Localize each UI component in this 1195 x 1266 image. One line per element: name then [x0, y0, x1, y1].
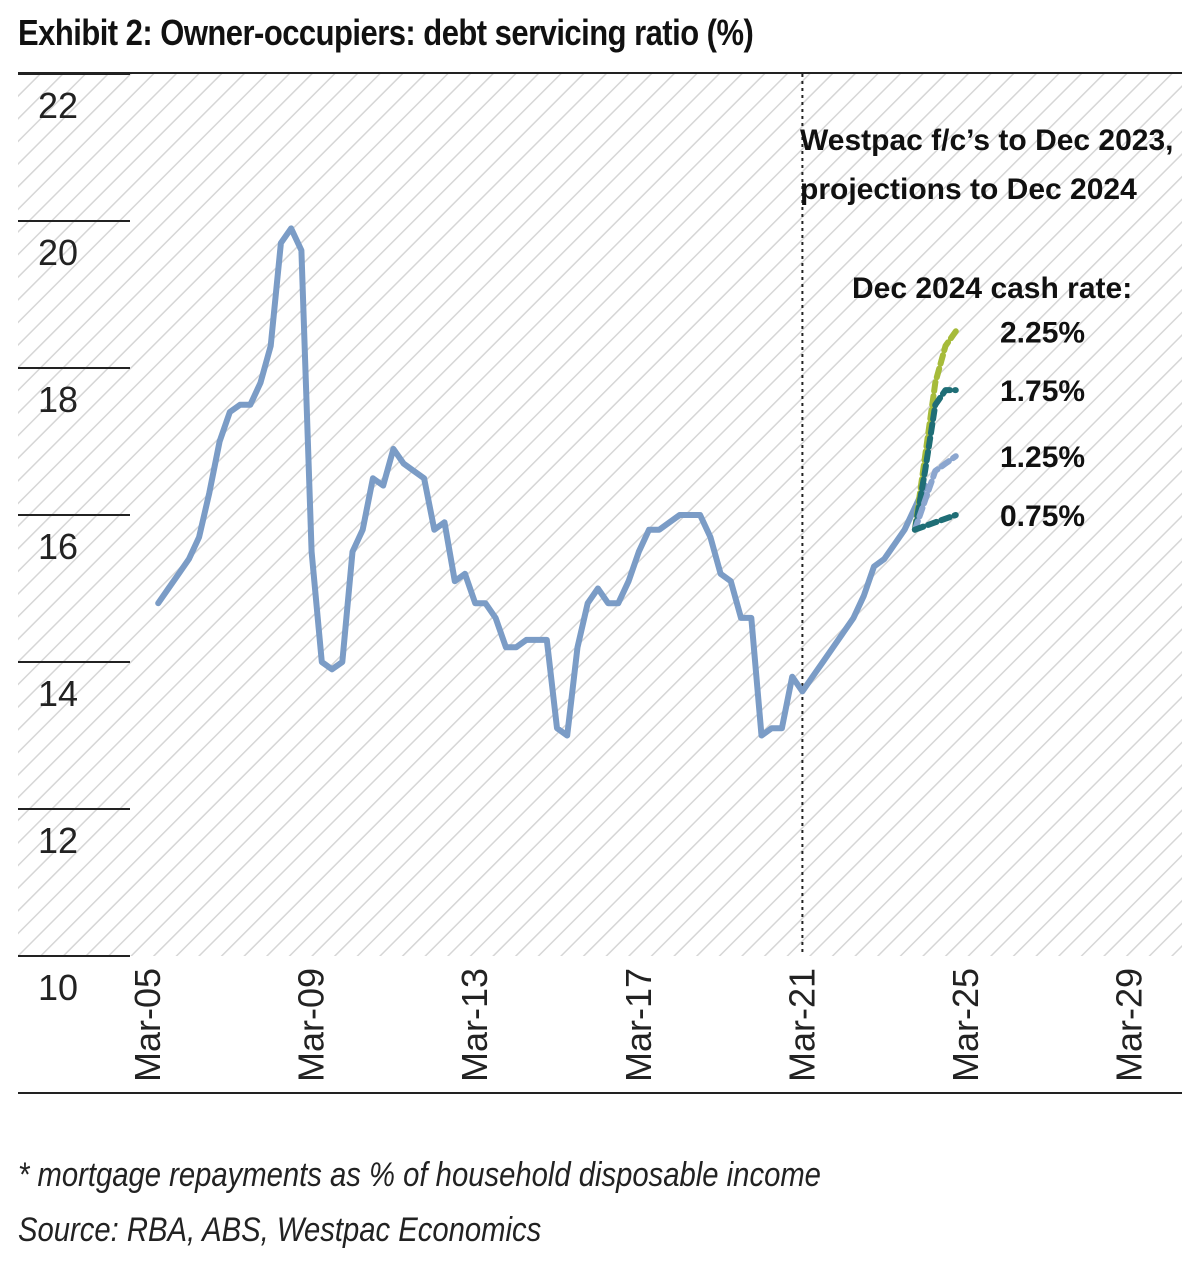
projection-line-1-25pct	[911, 453, 959, 533]
x-tick-label: Mar-21	[781, 968, 822, 1082]
y-axis: 10 12 14 16 18 20 22	[18, 73, 130, 1008]
projection-labels: 2.25% 1.75% 1.25% 0.75%	[1000, 316, 1085, 533]
y-tick-label: 10	[38, 967, 78, 1008]
x-tick-label: Mar-25	[945, 968, 986, 1082]
projection-line-1-75pct	[911, 387, 959, 533]
x-tick-label: Mar-13	[454, 968, 495, 1082]
x-tick-label: Mar-29	[1109, 968, 1150, 1082]
series-layer	[155, 225, 929, 739]
projection-line-0-75pct	[911, 512, 959, 533]
y-tick-label: 12	[38, 820, 78, 861]
projection-layer	[911, 328, 959, 533]
projection-label: 0.75%	[1000, 500, 1085, 533]
y-tick-label: 14	[38, 673, 78, 714]
projection-label: 1.25%	[1000, 441, 1085, 474]
x-tick-label: Mar-05	[127, 968, 168, 1082]
x-axis: Mar-05 Mar-09 Mar-13 Mar-17 Mar-21 Mar-25 Mar-…	[127, 968, 1150, 1082]
source-note: Source: RBA, ABS, Westpac Economics	[18, 1211, 542, 1249]
y-tick-label: 18	[38, 379, 78, 420]
x-tick-label: Mar-09	[291, 968, 332, 1082]
forecast-note-line2: projections to Dec 2024	[800, 173, 1137, 206]
cash-rate-heading: Dec 2024 cash rate:	[852, 272, 1132, 305]
y-tick-label: 22	[38, 85, 78, 126]
series-line-debt-servicing-ratio	[155, 225, 929, 739]
x-tick-label: Mar-17	[618, 968, 659, 1082]
plot-background	[18, 74, 1182, 956]
projection-label: 2.25%	[1000, 316, 1085, 349]
y-tick-label: 20	[38, 232, 78, 273]
projection-label: 1.75%	[1000, 375, 1085, 408]
y-tick-label: 16	[38, 526, 78, 567]
chart-title: Exhibit 2: Owner-occupiers: debt servici…	[18, 12, 754, 53]
footnote: * mortgage repayments as % of household …	[18, 1156, 821, 1194]
forecast-note-line1: Westpac f/c’s to Dec 2023,	[800, 124, 1174, 157]
